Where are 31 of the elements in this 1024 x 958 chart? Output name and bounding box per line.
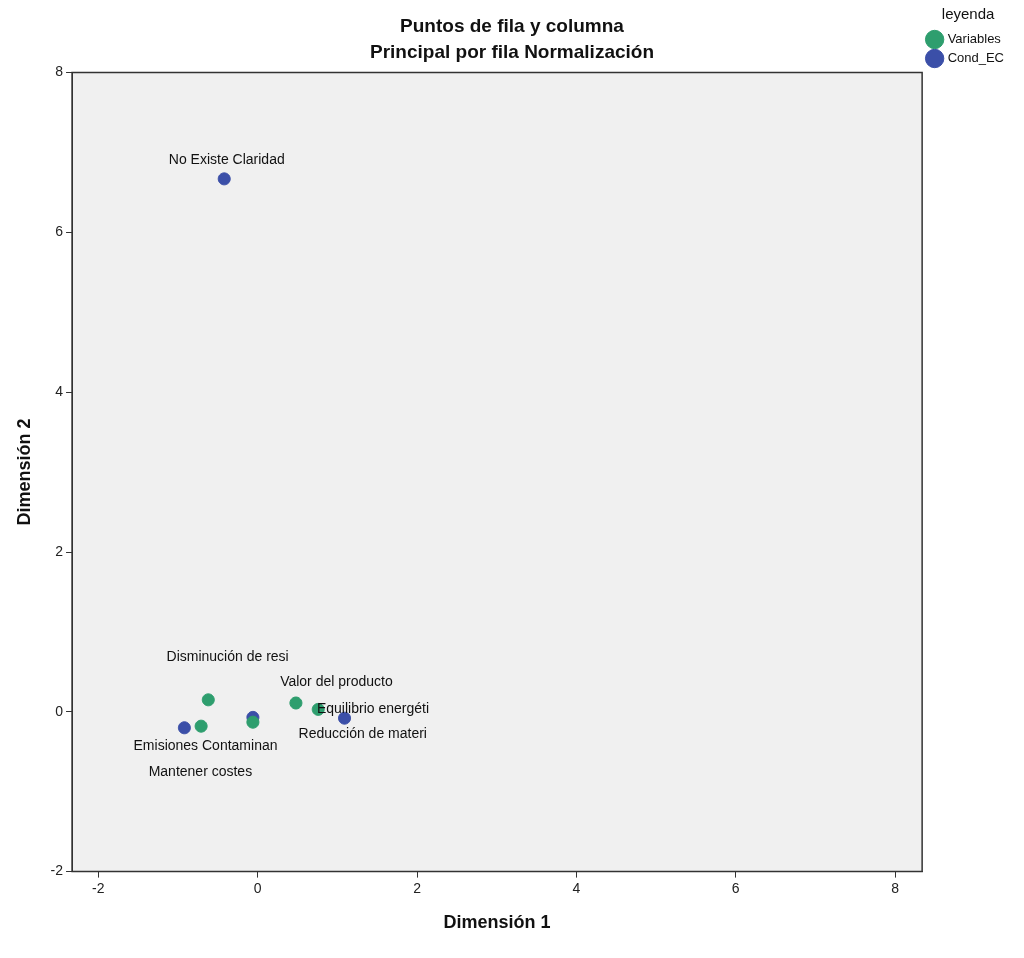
point xyxy=(177,721,191,735)
x-tick-label: -2 xyxy=(92,879,105,896)
y-tick-label: -2 xyxy=(50,862,64,879)
y-tick-label: 4 xyxy=(55,383,64,400)
point xyxy=(194,719,208,733)
annotation: Mantener costes xyxy=(148,762,253,779)
x-tick-label: 2 xyxy=(413,879,422,896)
point xyxy=(201,693,215,707)
y-tick-label: 6 xyxy=(55,223,64,240)
x-tick-label: 8 xyxy=(891,879,900,896)
x-tick-label: 6 xyxy=(731,879,740,896)
annotation: Disminución de resi xyxy=(166,648,289,665)
legend-label: Variables xyxy=(947,31,1002,47)
annotation: Reducción de materi xyxy=(298,725,427,742)
chart-subtitle: Principal por fila Normalización xyxy=(369,41,655,63)
chart-title: Puntos de fila y columna xyxy=(400,14,625,36)
annotation: Valor del producto xyxy=(280,673,393,690)
point xyxy=(289,696,303,710)
legend-label: Cond_EC xyxy=(947,50,1005,66)
x-tick-label: 0 xyxy=(253,879,262,896)
annotation: Emisiones Contaminan xyxy=(133,737,278,754)
y-tick-label: 8 xyxy=(55,63,64,80)
x-tick-label: 4 xyxy=(572,879,581,896)
annotation: No Existe Claridad xyxy=(168,150,285,167)
point xyxy=(246,715,260,729)
legend-title: leyenda xyxy=(941,4,995,22)
point xyxy=(217,172,231,186)
y-axis-title: Dimensión 2 xyxy=(13,418,34,526)
x-axis-title: Dimensión 1 xyxy=(443,912,551,933)
y-tick-label: 2 xyxy=(55,542,64,559)
y-tick-label: 0 xyxy=(55,702,64,719)
